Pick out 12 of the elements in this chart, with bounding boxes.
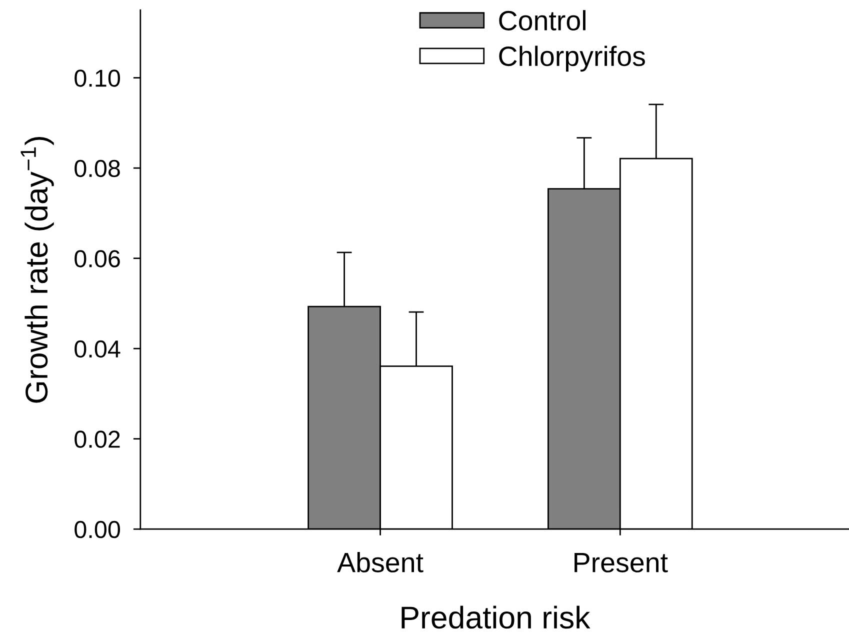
x-tick-label: Present (574, 553, 668, 572)
legend-label: Control (499, 10, 586, 31)
y-tick-label: 0.04 (74, 340, 120, 358)
legend-label: Chlorpyrifos (499, 46, 645, 72)
x-tick-label: Absent (337, 552, 424, 572)
y-axis-title: Growth rate (day$^{−1}$) (20, 137, 54, 403)
y-tick-label: 0.08 (74, 160, 120, 178)
y-tick-label: 0.02 (74, 430, 120, 448)
y-tick-label: 0.00 (74, 520, 120, 538)
y-tick-label: 0.06 (74, 250, 120, 268)
x-axis-title: Predation risk (402, 606, 590, 629)
y-tick-label: 0.10 (74, 70, 120, 87)
